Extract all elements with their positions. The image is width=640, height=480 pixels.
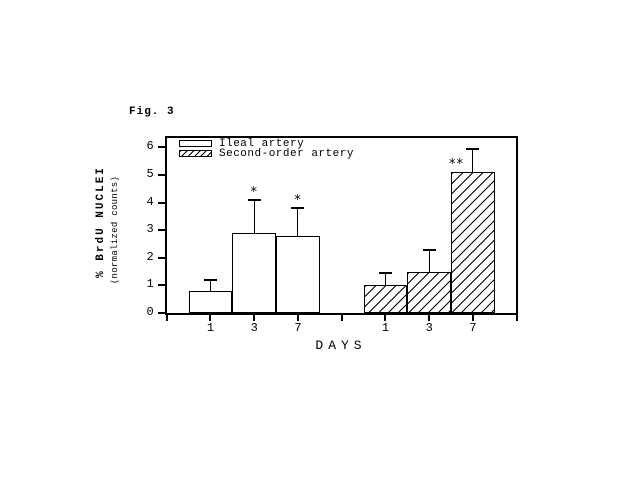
x-tick [515,315,518,321]
y-tick [157,201,166,204]
x-tick [384,315,387,321]
y-tick [157,312,166,314]
x-tick-label: 3 [425,321,433,335]
y-tick [157,146,166,149]
y-tick-label: 1 [146,277,154,292]
error-bar-line [384,272,386,286]
legend: Ileal artery Second-order artery [179,137,354,160]
x-tick-label: 3 [250,321,258,335]
x-tick [428,315,431,321]
legend-label-second-order-artery: Second-order artery [219,147,354,160]
x-tick-label: 7 [294,321,302,335]
significance-marks: ** [448,156,464,172]
y-tick-label: 0 [146,305,154,319]
significance-marks: * [250,184,258,200]
error-bar-line [472,148,474,173]
error-bar-cap [378,271,392,274]
bar-ileal-artery-day1 [188,290,233,313]
y-tick-label: 5 [146,167,154,181]
error-bar-cap [422,248,436,251]
x-tick [296,315,299,321]
bar-second-order-artery-day3 [407,271,452,313]
x-tick [209,315,212,321]
error-bar-line [297,208,299,236]
legend-swatch-open-bar-icon [179,140,212,147]
y-tick [157,174,166,176]
x-tick-label: 7 [469,321,477,335]
x-axis-title: DAYS [315,338,367,353]
y-tick-label: 2 [146,249,154,264]
legend-item-second-order-artery: Second-order artery [179,147,354,160]
error-bar-cap [291,207,305,210]
x-tick [165,315,168,321]
y-tick [157,256,166,259]
x-tick [471,315,474,321]
x-tick [253,315,256,321]
y-tick [157,284,166,287]
y-tick-label: 4 [146,194,154,209]
bar-ileal-artery-day7 [276,235,320,313]
error-bar-cap [466,147,480,150]
legend-swatch-hatched-bar-icon [179,150,212,157]
error-bar-cap [203,278,217,281]
legend-item-ileal-artery: Ileal artery [179,137,354,150]
x-tick-label: 1 [381,321,390,335]
error-bar-line [253,199,255,233]
error-bar-cap [247,198,261,201]
bar-second-order-artery-day1 [363,285,408,313]
x-tick-label: 1 [206,321,215,335]
error-bar-line [428,249,430,272]
legend-label-ileal-artery: Ileal artery [219,137,305,150]
bar-second-order-artery-day7 [451,172,495,313]
y-tick-label: 3 [146,222,154,237]
y-tick [157,229,166,232]
x-tick [340,315,343,321]
bar-ileal-artery-day3 [232,232,277,313]
figure-label: Fig. 3 [129,106,175,118]
error-bar-line [209,279,211,291]
y-tick-label: 6 [146,139,154,154]
significance-marks: * [294,193,302,209]
